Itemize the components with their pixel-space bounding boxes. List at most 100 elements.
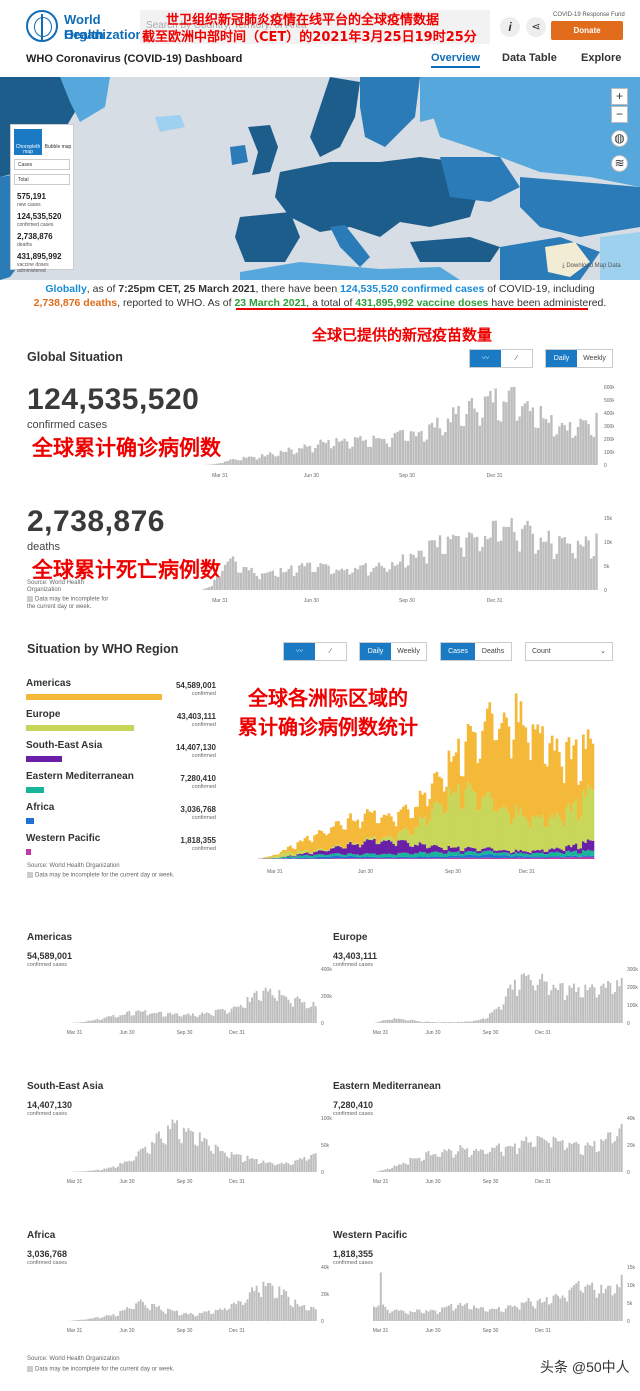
share-button[interactable]: ⋖ (526, 17, 546, 37)
small-chart-bar (513, 1143, 516, 1172)
small-chart-bar (391, 1311, 394, 1321)
region-stack-bar (584, 797, 588, 843)
chart-style-toggle[interactable]: 〰 ⁄ (469, 349, 533, 368)
info-button[interactable]: i (500, 17, 520, 37)
small-chart-bar (420, 1161, 423, 1172)
region-stack-bar (354, 854, 357, 857)
region-stack-bar (286, 858, 290, 859)
region-stack-bar (555, 857, 559, 859)
region-row[interactable]: Western Pacific 1,818,355 confirmed (26, 833, 216, 863)
small-chart-bar (425, 1152, 428, 1172)
x-tick-label: Dec 31 (229, 1030, 245, 1036)
period-toggle[interactable]: Daily Weekly (545, 349, 613, 368)
small-chart-bar (192, 1013, 194, 1023)
region-cases-button[interactable]: Cases (441, 643, 475, 660)
region-value: 14,407,130 (175, 743, 216, 752)
small-chart-bar (212, 1015, 215, 1023)
donate-button[interactable]: Donate (551, 21, 623, 40)
y-tick-label: 10k (604, 540, 613, 546)
small-chart-bar (554, 988, 557, 1023)
chart-bar (534, 553, 537, 590)
region-row[interactable]: South-East Asia 14,407,130 confirmed (26, 740, 216, 770)
region-stack-bar (428, 820, 432, 848)
region-stack-bar (382, 858, 386, 859)
region-row[interactable]: Eastern Mediterranean 7,280,410 confirmed (26, 771, 216, 801)
small-chart-bar (253, 992, 256, 1023)
region-stack-bar (466, 781, 470, 847)
weekly-button[interactable]: Weekly (577, 350, 612, 367)
small-chart-bar (89, 1318, 92, 1321)
region-row[interactable]: Europe 43,403,111 confirmed (26, 709, 216, 739)
region-stack-bar (474, 857, 477, 859)
tab-explore[interactable]: Explore (581, 52, 622, 64)
region-deaths-button[interactable]: Deaths (475, 643, 511, 660)
region-stack-bar (303, 857, 307, 859)
region-stack-bar (517, 856, 520, 858)
chart-bar (242, 566, 245, 590)
tab-data-table[interactable]: Data Table (502, 52, 557, 64)
bar-style-button[interactable]: 〰 (470, 350, 501, 367)
chart-bar (213, 463, 216, 465)
small-chart-bar (404, 1020, 407, 1023)
choropleth-map-button[interactable]: Choropleth map (14, 129, 42, 155)
map-metric-select[interactable]: Cases (14, 159, 70, 170)
world-map[interactable] (0, 77, 640, 280)
region-stack-bar (558, 852, 561, 857)
chart-bar (433, 540, 436, 590)
region-stack-bar (303, 850, 307, 854)
daily-button[interactable]: Daily (546, 350, 577, 367)
who-logo[interactable]: World Health Organization (26, 10, 143, 44)
small-chart-bar (164, 1016, 167, 1023)
region-count-dropdown[interactable]: Count ⌄ (525, 642, 613, 661)
bubble-map-button[interactable]: Bubble map (44, 144, 72, 150)
small-chart-bar (242, 1305, 244, 1321)
zoom-in-button[interactable]: + (611, 88, 628, 105)
region-stack-bar (404, 852, 408, 857)
small-chart-bar (157, 1305, 160, 1321)
chart-bar (560, 538, 564, 590)
region-row[interactable]: Americas 54,589,001 confirmed (26, 678, 216, 708)
chart-bar (412, 431, 415, 465)
region-chart-style-toggle[interactable]: 〰 ⁄ (283, 642, 347, 661)
tab-overview[interactable]: Overview (431, 52, 480, 68)
region-stack-bar (442, 857, 446, 859)
chart-bar (497, 420, 500, 465)
small-chart-bar (445, 1306, 448, 1321)
y-tick-label: 5k (604, 564, 610, 570)
chart-bar (555, 434, 558, 465)
map-period-select[interactable]: Total (14, 174, 70, 185)
region-stack-bar (337, 844, 340, 846)
region-stack-bar (445, 811, 448, 850)
region-row[interactable]: Africa 3,036,768 confirmed (26, 802, 216, 832)
y-tick-label: 50k (321, 1143, 330, 1149)
reset-view-button[interactable]: ≋ (611, 155, 628, 172)
region-line-style-button[interactable]: ⁄ (315, 643, 346, 660)
small-chart-bar (192, 1314, 194, 1321)
chart-bar (518, 551, 521, 590)
line-style-button[interactable]: ⁄ (501, 350, 532, 367)
search-input[interactable] (140, 10, 490, 44)
chart-bar (574, 558, 577, 590)
small-chart-bar (541, 1302, 544, 1321)
region-stack-bar (570, 847, 573, 853)
region-stack-bar (342, 856, 345, 859)
region-period-toggle[interactable]: Daily Weekly (359, 642, 427, 661)
region-metric-toggle[interactable]: Cases Deaths (440, 642, 512, 661)
small-chart-bar (400, 1164, 403, 1172)
region-stack-bar (301, 841, 304, 852)
region-bar-style-button[interactable]: 〰 (284, 643, 315, 660)
x-tick-label: Mar 31 (67, 1030, 82, 1036)
region-stack-bar (526, 742, 530, 823)
region-daily-button[interactable]: Daily (360, 643, 391, 660)
small-chart-bar (280, 995, 283, 1023)
download-map-data-link[interactable]: ⤓ Download Map Data (562, 263, 621, 269)
zoom-out-button[interactable]: − (611, 106, 628, 123)
region-stack-bar (361, 821, 364, 844)
chart-bar (335, 438, 338, 465)
region-weekly-button[interactable]: Weekly (391, 643, 426, 660)
region-stack-bar (358, 847, 362, 856)
globe-view-button[interactable]: ◍ (611, 130, 628, 147)
region-name: Africa (26, 802, 55, 813)
chart-bar (372, 435, 375, 465)
region-stack-bar (562, 857, 566, 859)
